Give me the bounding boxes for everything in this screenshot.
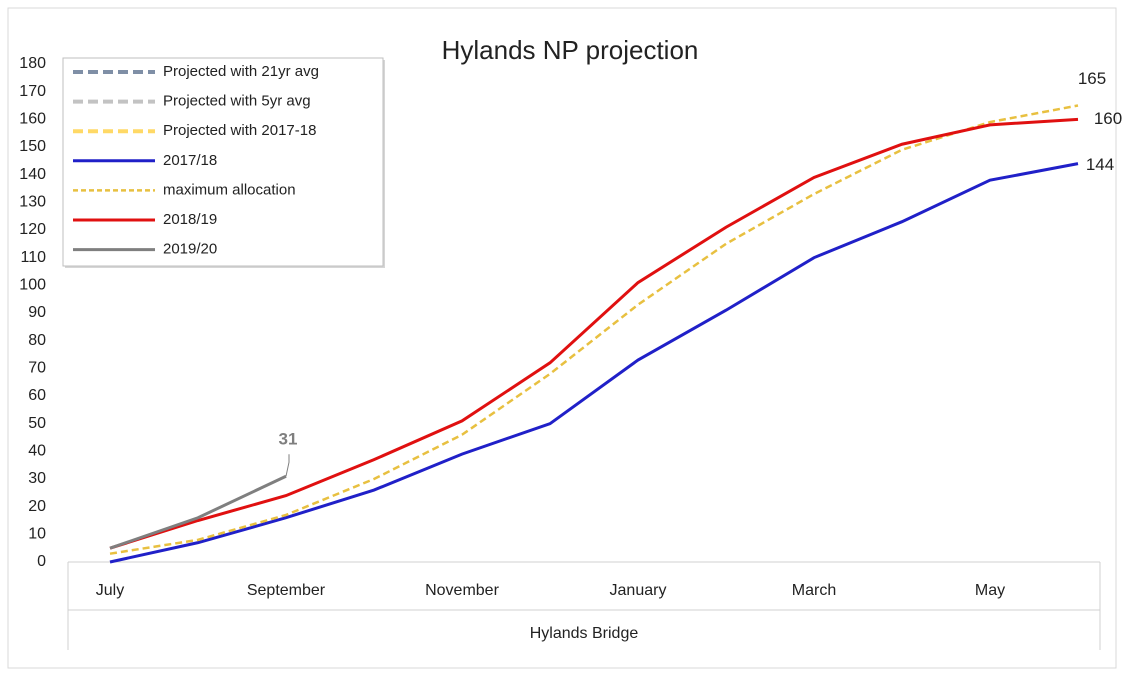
legend-label: Projected with 2017-18 (163, 122, 316, 139)
x-tick-label: January (610, 582, 667, 599)
y-tick-label: 70 (28, 360, 46, 377)
y-tick-label: 40 (28, 443, 46, 460)
series-line (109, 474, 287, 550)
x-tick-label: July (96, 582, 124, 599)
leader-line (285, 454, 290, 477)
x-tick-label: November (425, 582, 499, 599)
y-tick-label: 110 (20, 249, 46, 266)
x-tick-label: May (975, 582, 1005, 599)
data-label: 144 (1086, 155, 1114, 174)
x-axis-label: Hylands Bridge (530, 625, 639, 642)
y-tick-label: 30 (28, 470, 46, 487)
y-tick-label: 170 (19, 83, 46, 100)
data-label: 165 (1078, 69, 1106, 88)
legend-label: maximum allocation (163, 181, 296, 198)
y-tick-label: 130 (19, 194, 46, 211)
legend-label: 2019/20 (163, 241, 217, 258)
y-tick-label: 90 (28, 304, 46, 321)
legend-label: 2017/18 (163, 152, 217, 169)
x-tick-label: March (792, 582, 836, 599)
y-tick-label: 60 (28, 387, 46, 404)
y-tick-label: 140 (19, 166, 46, 183)
legend-label: 2018/19 (163, 211, 217, 228)
y-tick-label: 120 (19, 221, 46, 238)
y-tick-label: 0 (37, 553, 46, 570)
data-label: 160 (1094, 109, 1122, 128)
chart-title: Hylands NP projection (442, 35, 699, 65)
x-tick-label: September (247, 582, 326, 599)
series-line (109, 117, 1079, 550)
y-tick-label: 150 (19, 138, 46, 155)
y-tick-label: 160 (19, 111, 46, 128)
y-tick-label: 10 (28, 526, 46, 543)
data-label: 31 (279, 430, 298, 449)
series-line (109, 104, 1079, 555)
legend-label: Projected with 5yr avg (163, 93, 311, 110)
legend-label: Projected with 21yr avg (163, 63, 319, 80)
y-tick-label: 180 (19, 55, 46, 72)
y-tick-label: 80 (28, 332, 46, 349)
y-tick-label: 20 (28, 498, 46, 515)
y-tick-label: 100 (19, 277, 46, 294)
y-tick-label: 50 (28, 415, 46, 432)
series-line (109, 162, 1079, 564)
